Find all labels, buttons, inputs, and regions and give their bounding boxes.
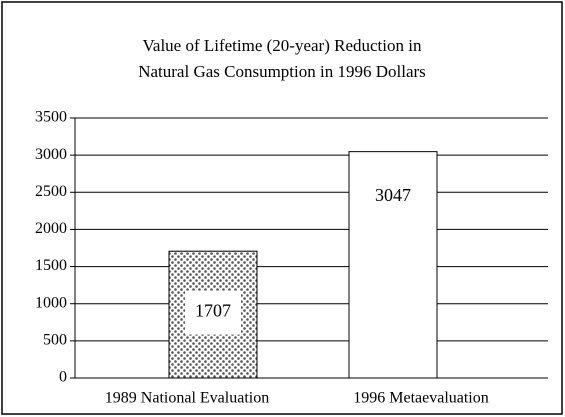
y-tick-label: 1500 (35, 257, 67, 274)
y-tick-label: 3000 (35, 146, 67, 163)
y-tick-label: 3500 (35, 109, 67, 126)
data-label: 3047 (375, 185, 411, 205)
x-tick-label: 1996 Metaevaluation (353, 390, 489, 407)
chart-title: Natural Gas Consumption in 1996 Dollars (138, 62, 426, 81)
y-tick-label: 2500 (35, 183, 67, 200)
chart-title: Value of Lifetime (20-year) Reduction in (143, 36, 422, 55)
label-box (185, 290, 241, 335)
y-tick-label: 1000 (35, 294, 67, 311)
y-tick-label: 0 (59, 369, 67, 386)
bar (348, 151, 438, 379)
data-label: 1707 (195, 301, 231, 321)
x-tick-label: 1989 National Evaluation (105, 390, 269, 407)
y-tick-label: 500 (43, 332, 67, 349)
y-tick-label: 2000 (35, 220, 67, 237)
